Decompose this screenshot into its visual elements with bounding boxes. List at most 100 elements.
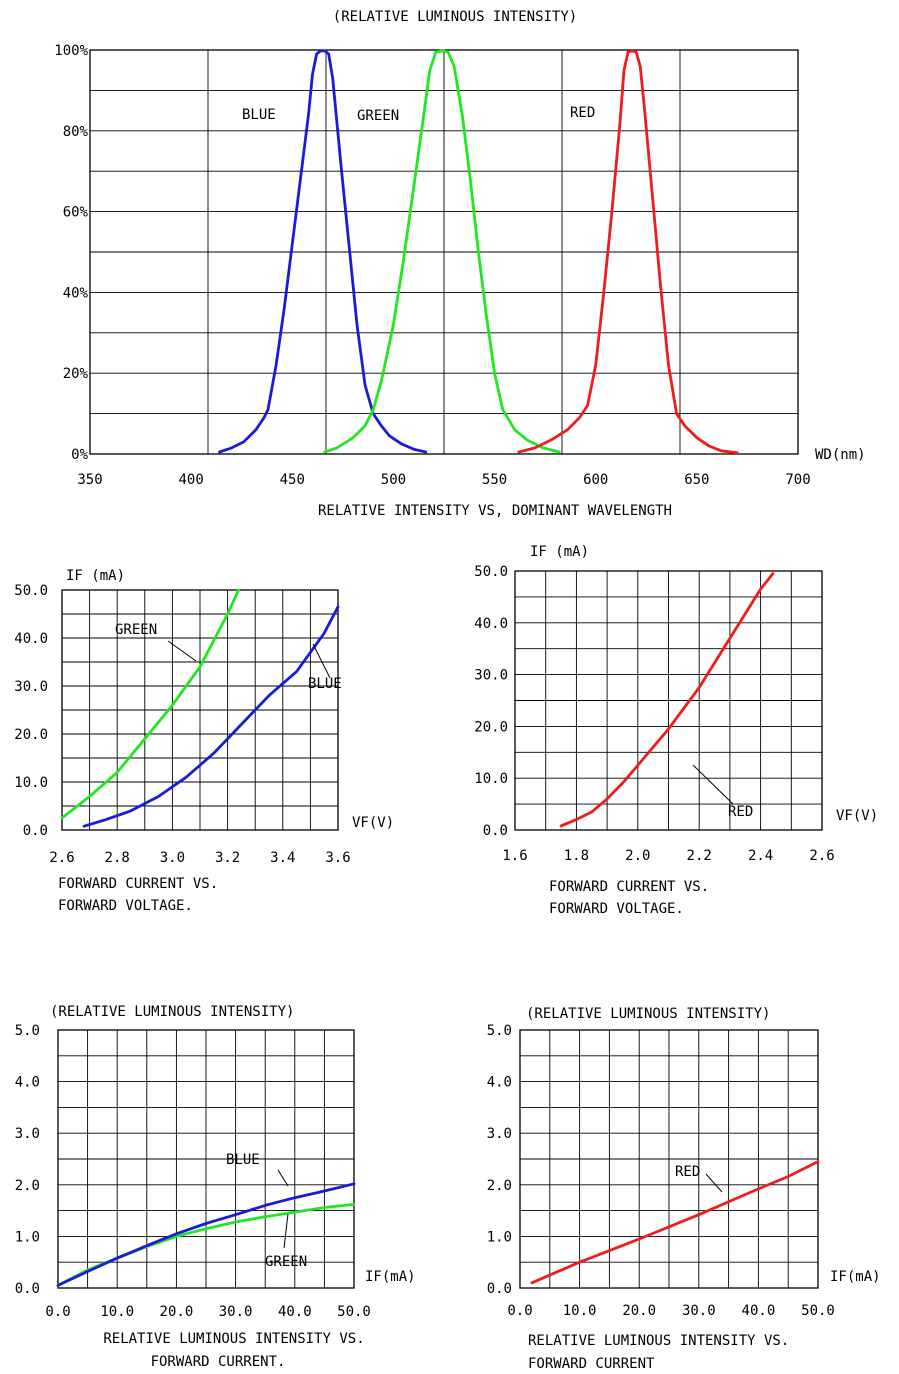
chart-caption-line: FORWARD CURRENT VS. bbox=[549, 879, 709, 895]
chart-title: (RELATIVE LUMINOUS INTENSITY) bbox=[333, 9, 577, 25]
series-annotation-label: GREEN bbox=[357, 108, 399, 124]
x-axis-label: WD(nm) bbox=[815, 447, 866, 463]
plot-frame bbox=[57, 1029, 355, 1289]
series-annotation-label: BLUE bbox=[308, 676, 342, 692]
x-axis-label: VF(V) bbox=[352, 815, 394, 831]
annotation-leader-line bbox=[312, 643, 331, 679]
series-line-red bbox=[559, 572, 775, 828]
y-tick-label: 4.0 bbox=[15, 1075, 40, 1091]
y-tick-label: 100% bbox=[54, 43, 88, 59]
annotation-leader-line bbox=[705, 1173, 723, 1193]
chart-caption-line: RELATIVE INTENSITY VS, DOMINANT WAVELENG… bbox=[318, 503, 672, 519]
x-tick-label: 0.0 bbox=[45, 1304, 70, 1320]
series-line-red bbox=[517, 49, 739, 455]
chart-caption-line: FORWARD CURRENT. bbox=[151, 1354, 286, 1370]
luminous-vs-current-blue-green: 0.0 1.0 2.0 3.0 4.0 5.0 0.0 10.0 20.0 30.0 40.0 50.… bbox=[15, 1004, 416, 1370]
y-tick-label: 3.0 bbox=[487, 1126, 512, 1142]
x-tick-label: 1.6 bbox=[502, 848, 527, 864]
series-line-red bbox=[530, 1160, 820, 1285]
y-tick-label: 30.0 bbox=[14, 679, 48, 695]
series-line-blue bbox=[218, 49, 428, 454]
x-tick-label: 650 bbox=[684, 472, 709, 488]
y-tick-label: 40.0 bbox=[14, 631, 48, 647]
chart-caption-line: RELATIVE LUMINOUS INTENSITY VS. bbox=[528, 1333, 789, 1349]
chart-caption-line: FORWARD VOLTAGE. bbox=[549, 901, 684, 917]
x-tick-label: 3.6 bbox=[325, 850, 350, 866]
series-annotation-label: RED bbox=[728, 804, 753, 820]
x-tick-label: 0.0 bbox=[507, 1303, 532, 1319]
y-tick-label: 20.0 bbox=[474, 719, 508, 735]
chart-title: (RELATIVE LUMINOUS INTENSITY) bbox=[526, 1006, 770, 1022]
y-tick-label: 2.0 bbox=[487, 1178, 512, 1194]
x-tick-label: 2.6 bbox=[49, 850, 74, 866]
series-annotation-label: GREEN bbox=[115, 622, 157, 638]
y-tick-label: 40% bbox=[63, 285, 89, 301]
x-tick-label: 450 bbox=[280, 472, 305, 488]
y-tick-label: 20.0 bbox=[14, 727, 48, 743]
y-tick-label: 0.0 bbox=[483, 823, 508, 839]
y-tick-label: 40.0 bbox=[474, 616, 508, 632]
annotation-leader-line bbox=[277, 1169, 289, 1187]
series-line-green bbox=[323, 49, 561, 454]
plot-frame bbox=[61, 589, 339, 831]
y-tick-label: 0.0 bbox=[23, 823, 48, 839]
chart-caption-line: FORWARD CURRENT VS. bbox=[58, 876, 218, 892]
x-tick-label: 700 bbox=[785, 472, 810, 488]
y-axis-label: IF (mA) bbox=[66, 568, 125, 584]
x-axis-label: IF(mA) bbox=[365, 1269, 416, 1285]
x-tick-label: 3.2 bbox=[215, 850, 240, 866]
chart-title: (RELATIVE LUMINOUS INTENSITY) bbox=[50, 1004, 294, 1020]
x-tick-label: 40.0 bbox=[278, 1304, 312, 1320]
series-annotation-label: BLUE bbox=[226, 1152, 260, 1168]
luminous-vs-current-red: 0.0 1.0 2.0 3.0 4.0 5.0 0.0 10.0 20.0 30.0 40.0 50.… bbox=[487, 1006, 881, 1372]
y-tick-label: 10.0 bbox=[474, 771, 508, 787]
y-tick-label: 50.0 bbox=[14, 583, 48, 599]
y-tick-label: 0% bbox=[71, 447, 88, 463]
chart-caption-line: RELATIVE LUMINOUS INTENSITY VS. bbox=[103, 1331, 364, 1347]
plot-frame bbox=[519, 1029, 819, 1289]
x-tick-label: 3.0 bbox=[160, 850, 185, 866]
spectrum-chart: 0% 20% 40% 60% 80% 100% 350 400 450 500 550 600 650 7… bbox=[54, 9, 865, 519]
y-tick-label: 3.0 bbox=[15, 1126, 40, 1142]
y-tick-label: 30.0 bbox=[474, 668, 508, 684]
series-annotation-label: RED bbox=[675, 1164, 700, 1180]
x-tick-label: 2.2 bbox=[687, 848, 712, 864]
y-tick-label: 2.0 bbox=[15, 1178, 40, 1194]
y-axis-label: IF (mA) bbox=[530, 544, 589, 560]
plot-frame bbox=[514, 570, 823, 831]
y-tick-label: 60% bbox=[63, 205, 89, 221]
x-tick-label: 550 bbox=[482, 472, 507, 488]
x-tick-label: 20.0 bbox=[622, 1303, 656, 1319]
y-tick-label: 4.0 bbox=[487, 1075, 512, 1091]
x-tick-label: 600 bbox=[583, 472, 608, 488]
series-annotation-label: GREEN bbox=[265, 1254, 307, 1270]
y-tick-label: 10.0 bbox=[14, 775, 48, 791]
x-tick-label: 2.8 bbox=[105, 850, 130, 866]
y-tick-label: 5.0 bbox=[487, 1023, 512, 1039]
x-tick-label: 50.0 bbox=[801, 1303, 835, 1319]
y-tick-label: 5.0 bbox=[15, 1023, 40, 1039]
y-tick-label: 20% bbox=[63, 366, 89, 382]
chart-caption-line: FORWARD CURRENT bbox=[528, 1356, 655, 1372]
x-tick-label: 500 bbox=[381, 472, 406, 488]
x-tick-label: 350 bbox=[77, 472, 102, 488]
x-tick-label: 30.0 bbox=[682, 1303, 716, 1319]
y-tick-label: 1.0 bbox=[15, 1229, 40, 1245]
y-tick-label: 0.0 bbox=[15, 1281, 40, 1297]
chart-caption-line: FORWARD VOLTAGE. bbox=[58, 898, 193, 914]
y-tick-label: 0.0 bbox=[487, 1281, 512, 1297]
x-tick-label: 10.0 bbox=[563, 1303, 597, 1319]
series-line-blue bbox=[56, 1182, 356, 1287]
x-tick-label: 2.6 bbox=[809, 848, 834, 864]
x-tick-label: 20.0 bbox=[160, 1304, 194, 1320]
x-tick-label: 40.0 bbox=[742, 1303, 776, 1319]
series-line-blue bbox=[82, 605, 340, 828]
series-annotation-label: BLUE bbox=[242, 107, 276, 123]
iv-chart-red: 0.0 10.0 20.0 30.0 40.0 50.0 1.6 1.8 2.0 2.2 2.4 2.… bbox=[474, 544, 878, 917]
x-tick-label: 2.0 bbox=[625, 848, 650, 864]
x-axis-label: VF(V) bbox=[836, 808, 878, 824]
x-tick-label: 2.4 bbox=[748, 848, 773, 864]
x-tick-label: 10.0 bbox=[100, 1304, 134, 1320]
x-axis-label: IF(mA) bbox=[830, 1269, 881, 1285]
x-tick-label: 400 bbox=[178, 472, 203, 488]
